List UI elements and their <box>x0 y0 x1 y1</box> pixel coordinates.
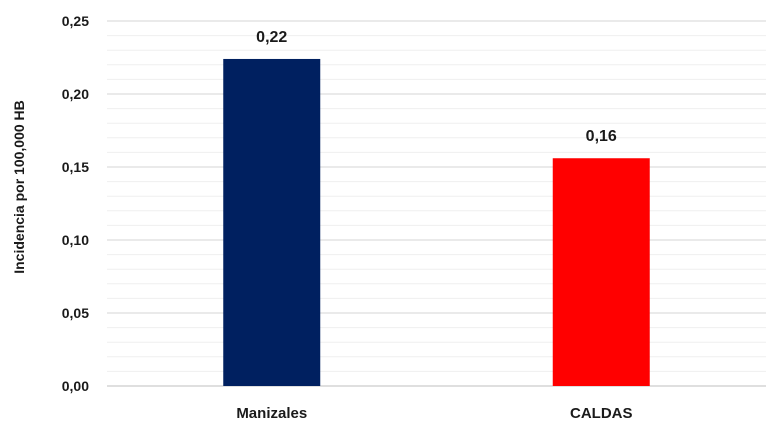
bars <box>223 58 650 387</box>
bar-manizales <box>223 58 321 387</box>
data-label: 0,16 <box>586 128 617 145</box>
y-axis-ticks: 0,00 0,05 0,10 0,15 0,20 0,25 <box>62 13 89 394</box>
data-labels: 0,22 0,16 <box>256 29 617 145</box>
y-tick-label: 0,05 <box>62 305 89 321</box>
category-label: CALDAS <box>570 405 633 421</box>
category-label: Manizales <box>236 405 307 421</box>
bar-caldas <box>552 158 650 386</box>
category-labels: Manizales CALDAS <box>236 405 632 421</box>
y-axis-label: Incidencia por 100,000 HB <box>11 100 27 274</box>
y-tick-label: 0,20 <box>62 86 89 102</box>
y-tick-label: 0,10 <box>62 232 89 248</box>
data-label: 0,22 <box>256 29 287 46</box>
y-tick-label: 0,00 <box>62 378 89 394</box>
y-tick-label: 0,15 <box>62 159 89 175</box>
y-tick-label: 0,25 <box>62 13 89 29</box>
gridlines <box>107 20 766 372</box>
